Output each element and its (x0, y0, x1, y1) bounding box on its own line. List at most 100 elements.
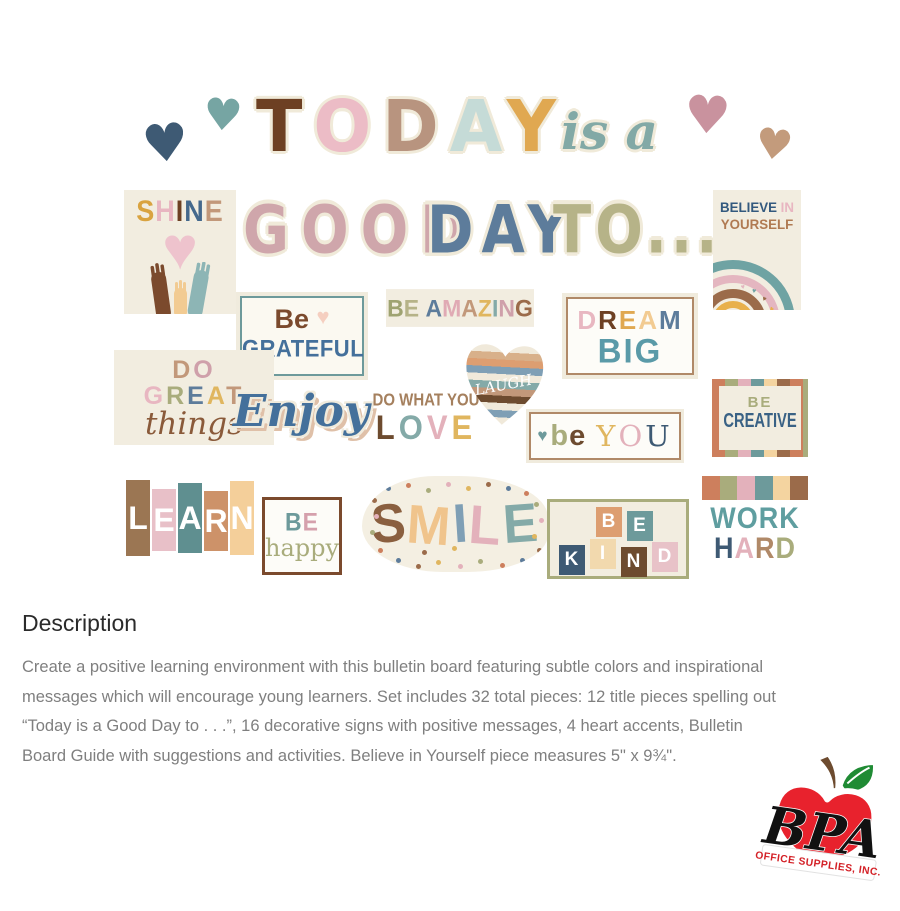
confetti-dot (426, 488, 431, 493)
letter: H (155, 194, 176, 228)
letter: G (143, 382, 167, 410)
confetti-dot (539, 518, 544, 523)
letter: D (577, 305, 599, 335)
letter: E (451, 408, 477, 447)
letter-block: E (626, 511, 653, 541)
letter: S (136, 194, 156, 228)
sign-do-what-you-love: DO WHAT YOU LOVE (366, 390, 486, 462)
sign-be-happy: BE happy (262, 497, 342, 575)
letter: E (403, 294, 420, 322)
sign-work-hard: WORK HARD (702, 476, 809, 568)
love-text: LOVE (366, 408, 486, 448)
letter: G (514, 294, 533, 322)
letter: b (550, 419, 570, 452)
letter: A (449, 86, 507, 169)
letter: L (466, 494, 505, 558)
confetti-dot (466, 486, 471, 491)
happy-text: happy (265, 534, 340, 562)
hands-icon (150, 262, 211, 314)
shine-text: SHINE (124, 194, 236, 228)
letter: B (285, 507, 303, 537)
letter: D (775, 531, 796, 565)
creative-be-text: BE (747, 394, 773, 411)
sign-do-great-things: DO GREAT things (114, 350, 274, 445)
confetti-dot (378, 548, 383, 553)
letter-block: K (558, 545, 585, 575)
logo-band (760, 844, 877, 881)
letter: E (204, 194, 224, 228)
you-text: YOU (596, 419, 672, 453)
letter-block: D (651, 542, 678, 572)
description-line: Create a positive learning environment w… (22, 658, 764, 676)
do-what-you-text: DO WHAT YOU (372, 390, 480, 411)
letter: A (206, 382, 227, 410)
letter: U (645, 419, 673, 453)
confetti-dot (532, 534, 537, 539)
letter-block: N (620, 547, 647, 577)
confetti-dot (406, 483, 411, 488)
confetti-dot (534, 502, 539, 507)
things-text: things (144, 406, 244, 442)
color-swatch (772, 476, 791, 500)
confetti-dot (436, 560, 441, 565)
sign-shine: SHINE ♥ (124, 190, 236, 314)
confetti-dot (506, 486, 511, 491)
letter: H (714, 531, 735, 565)
confetti-dot (372, 498, 377, 503)
letter-block: A (178, 483, 202, 553)
title-word-day: DAY (427, 192, 577, 269)
hard-text: HARD (702, 531, 808, 565)
letter-block: R (204, 491, 228, 551)
title-word-to: TO... (553, 192, 722, 269)
confetti-dot (370, 530, 375, 535)
letter: R (598, 305, 619, 335)
confetti-dot (500, 563, 505, 568)
be-text: be (550, 420, 586, 453)
letter: A (461, 294, 478, 322)
sign-believe-in-yourself: BELIEVE IN YOURSELF ♥♥♥♥♥ (713, 190, 801, 310)
believe-text: BELIEVE IN YOURSELF (720, 199, 794, 232)
title-word-is-a: is a (561, 102, 658, 161)
color-swatch (737, 476, 756, 500)
happy-be-text: BE (265, 508, 339, 538)
be-you-heart-icon: ♥ (537, 426, 548, 445)
do-text: DO (114, 356, 274, 385)
letter: Y (506, 86, 568, 169)
confetti-dot (486, 482, 491, 487)
description-line: messages which will encourage young lear… (22, 687, 776, 706)
letter: E (302, 507, 319, 537)
title-word-today: TODAY (256, 92, 567, 163)
letter: Z (477, 294, 492, 322)
letter: A (734, 531, 755, 565)
letter: M (659, 305, 683, 335)
sign-smile: SMILE (362, 476, 548, 572)
letter: D (382, 86, 450, 169)
confetti-dot (396, 558, 401, 563)
work-text: WORK (710, 501, 800, 535)
letter: O (618, 419, 646, 453)
heart-accent-pink-icon: ♥ (682, 84, 733, 148)
letter-block: E (152, 489, 176, 551)
striped-heart-icon (466, 344, 544, 425)
heart-accent-tan-icon: ♥ (751, 117, 796, 172)
description-body: Create a positive learning environment w… (22, 653, 882, 771)
confetti-dot (458, 564, 463, 569)
dream-text: DREAM (568, 305, 692, 336)
confetti-dot (452, 546, 457, 551)
letter-block: L (126, 480, 150, 556)
letter: R (166, 382, 188, 410)
letter: e (569, 419, 587, 452)
description-section: Description Create a positive learning e… (22, 610, 882, 771)
description-line: Board Guide with suggestions and activit… (22, 746, 677, 765)
description-line: “Today is a Good Day to . . .”, 16 decor… (22, 717, 743, 735)
letter: O (398, 408, 427, 447)
letter: I (175, 194, 185, 228)
letter: B (387, 294, 404, 322)
confetti-dot (524, 491, 529, 496)
sign-be-creative: BE CREATIVE (712, 379, 808, 457)
letter: N (184, 194, 205, 228)
letter: E (187, 382, 207, 410)
